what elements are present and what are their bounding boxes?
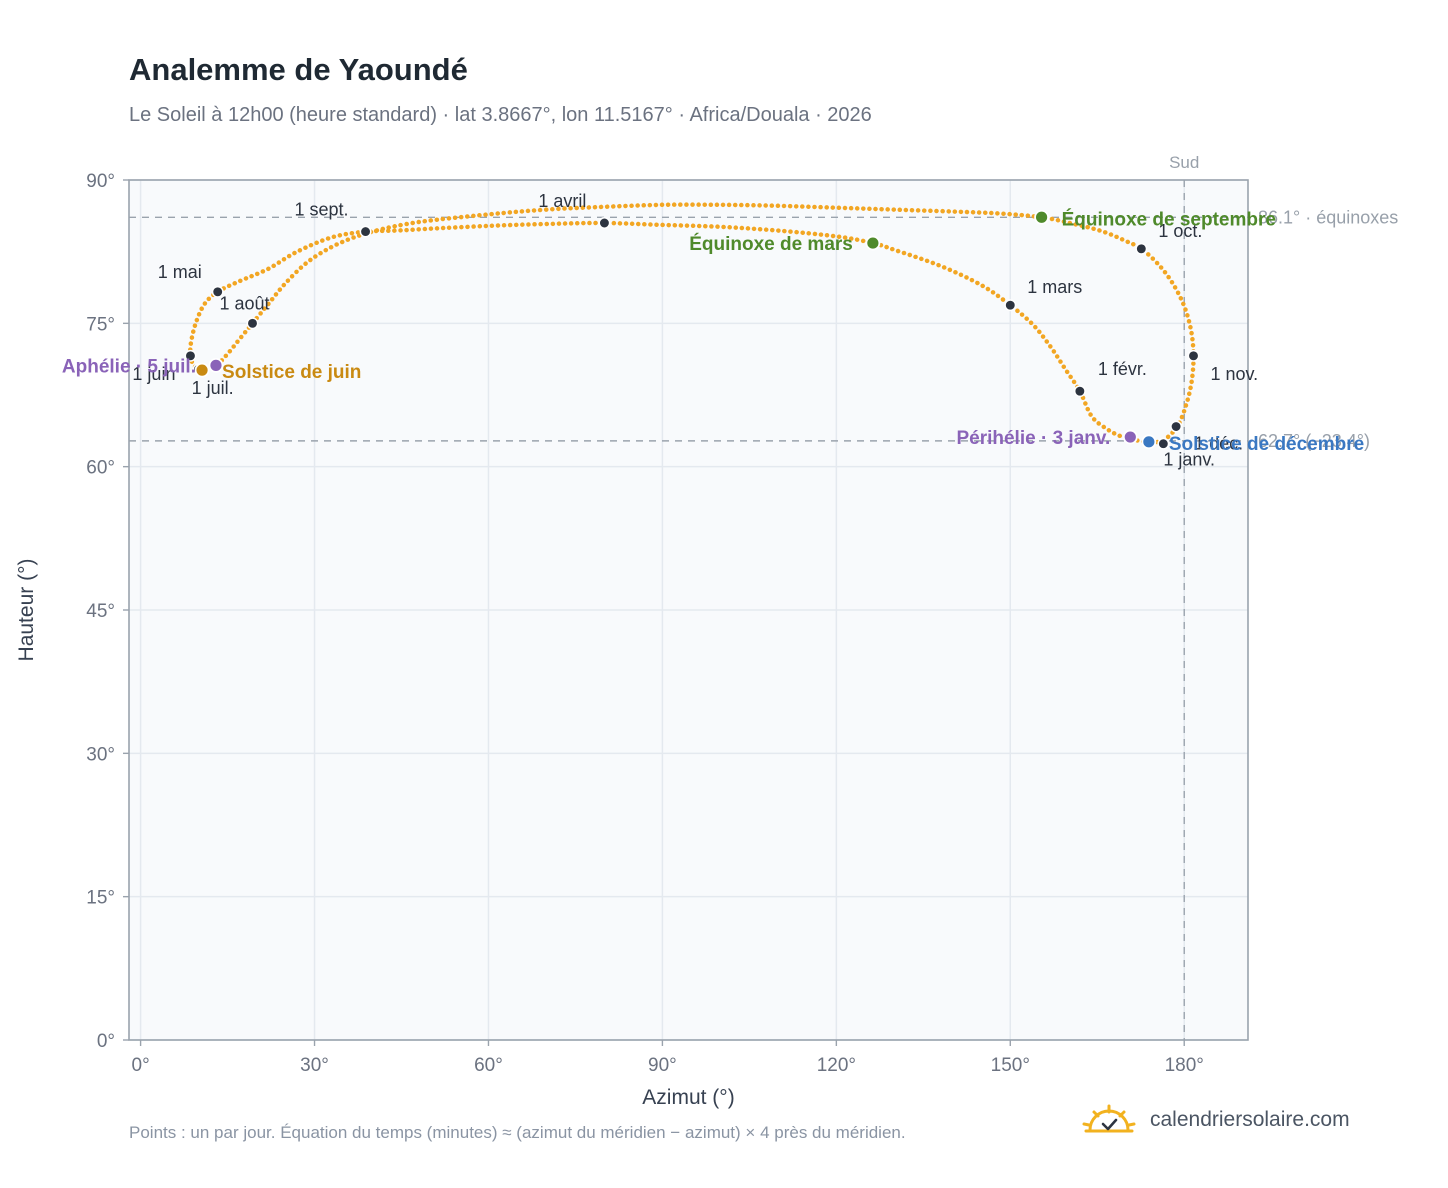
analemma-daily-points <box>187 202 1196 446</box>
month-label: 1 avril <box>538 191 586 211</box>
event-marker <box>865 235 881 251</box>
x-tick-label: 180° <box>1165 1055 1204 1076</box>
footnote: Points : un par jour. Équation du temps … <box>129 1123 906 1142</box>
y-tick-label: 0° <box>97 1031 115 1052</box>
month-label: 1 août <box>219 293 269 313</box>
reference-line-label: 62.7° (−23.4°) <box>1258 431 1370 451</box>
month-label: 1 juin <box>132 364 175 384</box>
event-label: Périhélie · 3 janv. <box>956 428 1110 449</box>
brand[interactable]: calendriersolaire.com <box>1082 1104 1350 1136</box>
month-marker <box>211 285 224 298</box>
month-label: 1 mai <box>158 262 202 282</box>
event-marker <box>194 362 210 378</box>
y-axis-label: Hauteur (°) <box>15 559 38 662</box>
chart-title: Analemme de Yaoundé <box>129 52 468 87</box>
y-tick-label: 45° <box>86 601 115 622</box>
month-marker <box>184 349 197 362</box>
month-marker <box>1073 385 1086 398</box>
y-tick-label: 30° <box>86 744 115 765</box>
month-marker <box>598 217 611 229</box>
x-axis-label: Azimut (°) <box>642 1086 734 1109</box>
month-marker <box>246 317 259 330</box>
event-marker <box>1034 209 1049 225</box>
month-label: 1 janv. <box>1163 450 1215 470</box>
event-label: Solstice de décembre <box>1169 434 1364 455</box>
month-marker <box>1157 437 1170 450</box>
month-marker <box>1187 349 1200 362</box>
x-tick-label: 90° <box>648 1055 677 1076</box>
event-marker <box>1122 429 1138 445</box>
month-marker <box>1135 242 1148 255</box>
x-tick-label: 60° <box>474 1055 503 1076</box>
event-label: Équinoxe de septembre <box>1062 208 1276 230</box>
month-marker <box>359 225 372 238</box>
event-label: Équinoxe de mars <box>689 233 853 255</box>
y-tick-label: 60° <box>86 458 115 479</box>
y-tick-label: 90° <box>86 171 115 192</box>
x-tick-label: 150° <box>991 1055 1030 1076</box>
south-label: Sud <box>1169 153 1199 172</box>
month-label: 1 déc. <box>1194 434 1243 454</box>
x-tick-label: 30° <box>300 1055 329 1076</box>
brand-name: calendriersolaire.com <box>1150 1108 1350 1131</box>
month-label: 1 nov. <box>1210 364 1258 384</box>
x-tick-label: 0° <box>132 1055 150 1076</box>
event-label: Solstice de juin <box>222 362 361 383</box>
event-marker <box>208 357 224 373</box>
month-label: 1 sept. <box>295 200 349 220</box>
chart-subtitle: Le Soleil à 12h00 (heure standard) · lat… <box>129 104 872 126</box>
y-tick-label: 75° <box>86 314 115 335</box>
month-label: 1 mars <box>1027 277 1082 297</box>
y-tick-label: 15° <box>86 888 115 909</box>
reference-line-label: 86.1° · équinoxes <box>1258 207 1398 227</box>
sun-logo-icon <box>1082 1104 1136 1133</box>
month-label: 1 févr. <box>1098 359 1147 379</box>
month-label: 1 juil. <box>192 378 234 398</box>
month-marker <box>1170 420 1183 433</box>
event-label: Aphélie · 5 juil. <box>62 356 196 377</box>
x-tick-label: 120° <box>817 1055 856 1076</box>
month-marker <box>1004 299 1017 312</box>
event-marker <box>1141 434 1157 450</box>
month-label: 1 oct. <box>1158 221 1202 241</box>
